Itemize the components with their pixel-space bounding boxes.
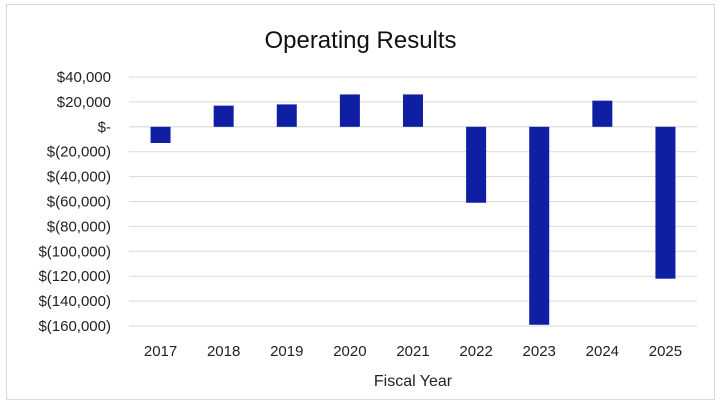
x-tick-label: 2019 (270, 343, 303, 360)
y-tick-label: $(80,000) (47, 218, 111, 235)
x-tick-label: 2021 (396, 343, 429, 360)
x-axis-label: Fiscal Year (374, 373, 453, 390)
y-tick-label: $(20,000) (47, 144, 111, 161)
bar-2023 (529, 126, 550, 325)
bar-2025 (655, 126, 676, 279)
bar-2021 (403, 94, 423, 127)
bar-chart: $40,000 $20,000 $- $(20,000) $(40,000) $(60,0… (38, 69, 697, 390)
x-tick-label: 2020 (333, 343, 366, 360)
x-tick-label: 2022 (459, 343, 492, 360)
bar-2019 (276, 104, 297, 127)
x-tick-label: 2024 (586, 343, 619, 360)
bar-2020 (339, 94, 360, 127)
y-tick-label: $20,000 (57, 94, 111, 111)
bars (150, 94, 676, 325)
y-tick-label: $(140,000) (38, 293, 111, 310)
bar-2024 (592, 100, 613, 127)
x-tick-label: 2023 (523, 343, 556, 360)
y-tick-label: $(40,000) (47, 169, 111, 186)
x-tick-label: 2017 (144, 343, 177, 360)
x-tick-label: 2025 (649, 343, 682, 360)
bar-2022 (466, 126, 487, 203)
y-tick-label: $(160,000) (38, 318, 111, 335)
bar-2017 (150, 126, 171, 143)
y-tick-label: $(60,000) (47, 194, 111, 211)
chart-title: Operating Results (264, 27, 457, 54)
y-tick-label: $40,000 (57, 69, 111, 86)
y-tick-label: $(120,000) (38, 268, 111, 285)
bar-2018 (213, 105, 234, 127)
chart-frame: Operating Results $40,000 $20,000 $- $(20,0… (6, 4, 715, 400)
y-axis-ticks: $40,000 $20,000 $- $(20,000) $(40,000) $(60,0… (38, 69, 111, 335)
x-axis-ticks: 2017 2018 2019 2020 2021 2022 2023 2024 2025 (144, 343, 682, 360)
x-tick-label: 2018 (207, 343, 240, 360)
y-tick-label: $(100,000) (38, 243, 111, 260)
y-tick-label: $- (98, 119, 111, 136)
